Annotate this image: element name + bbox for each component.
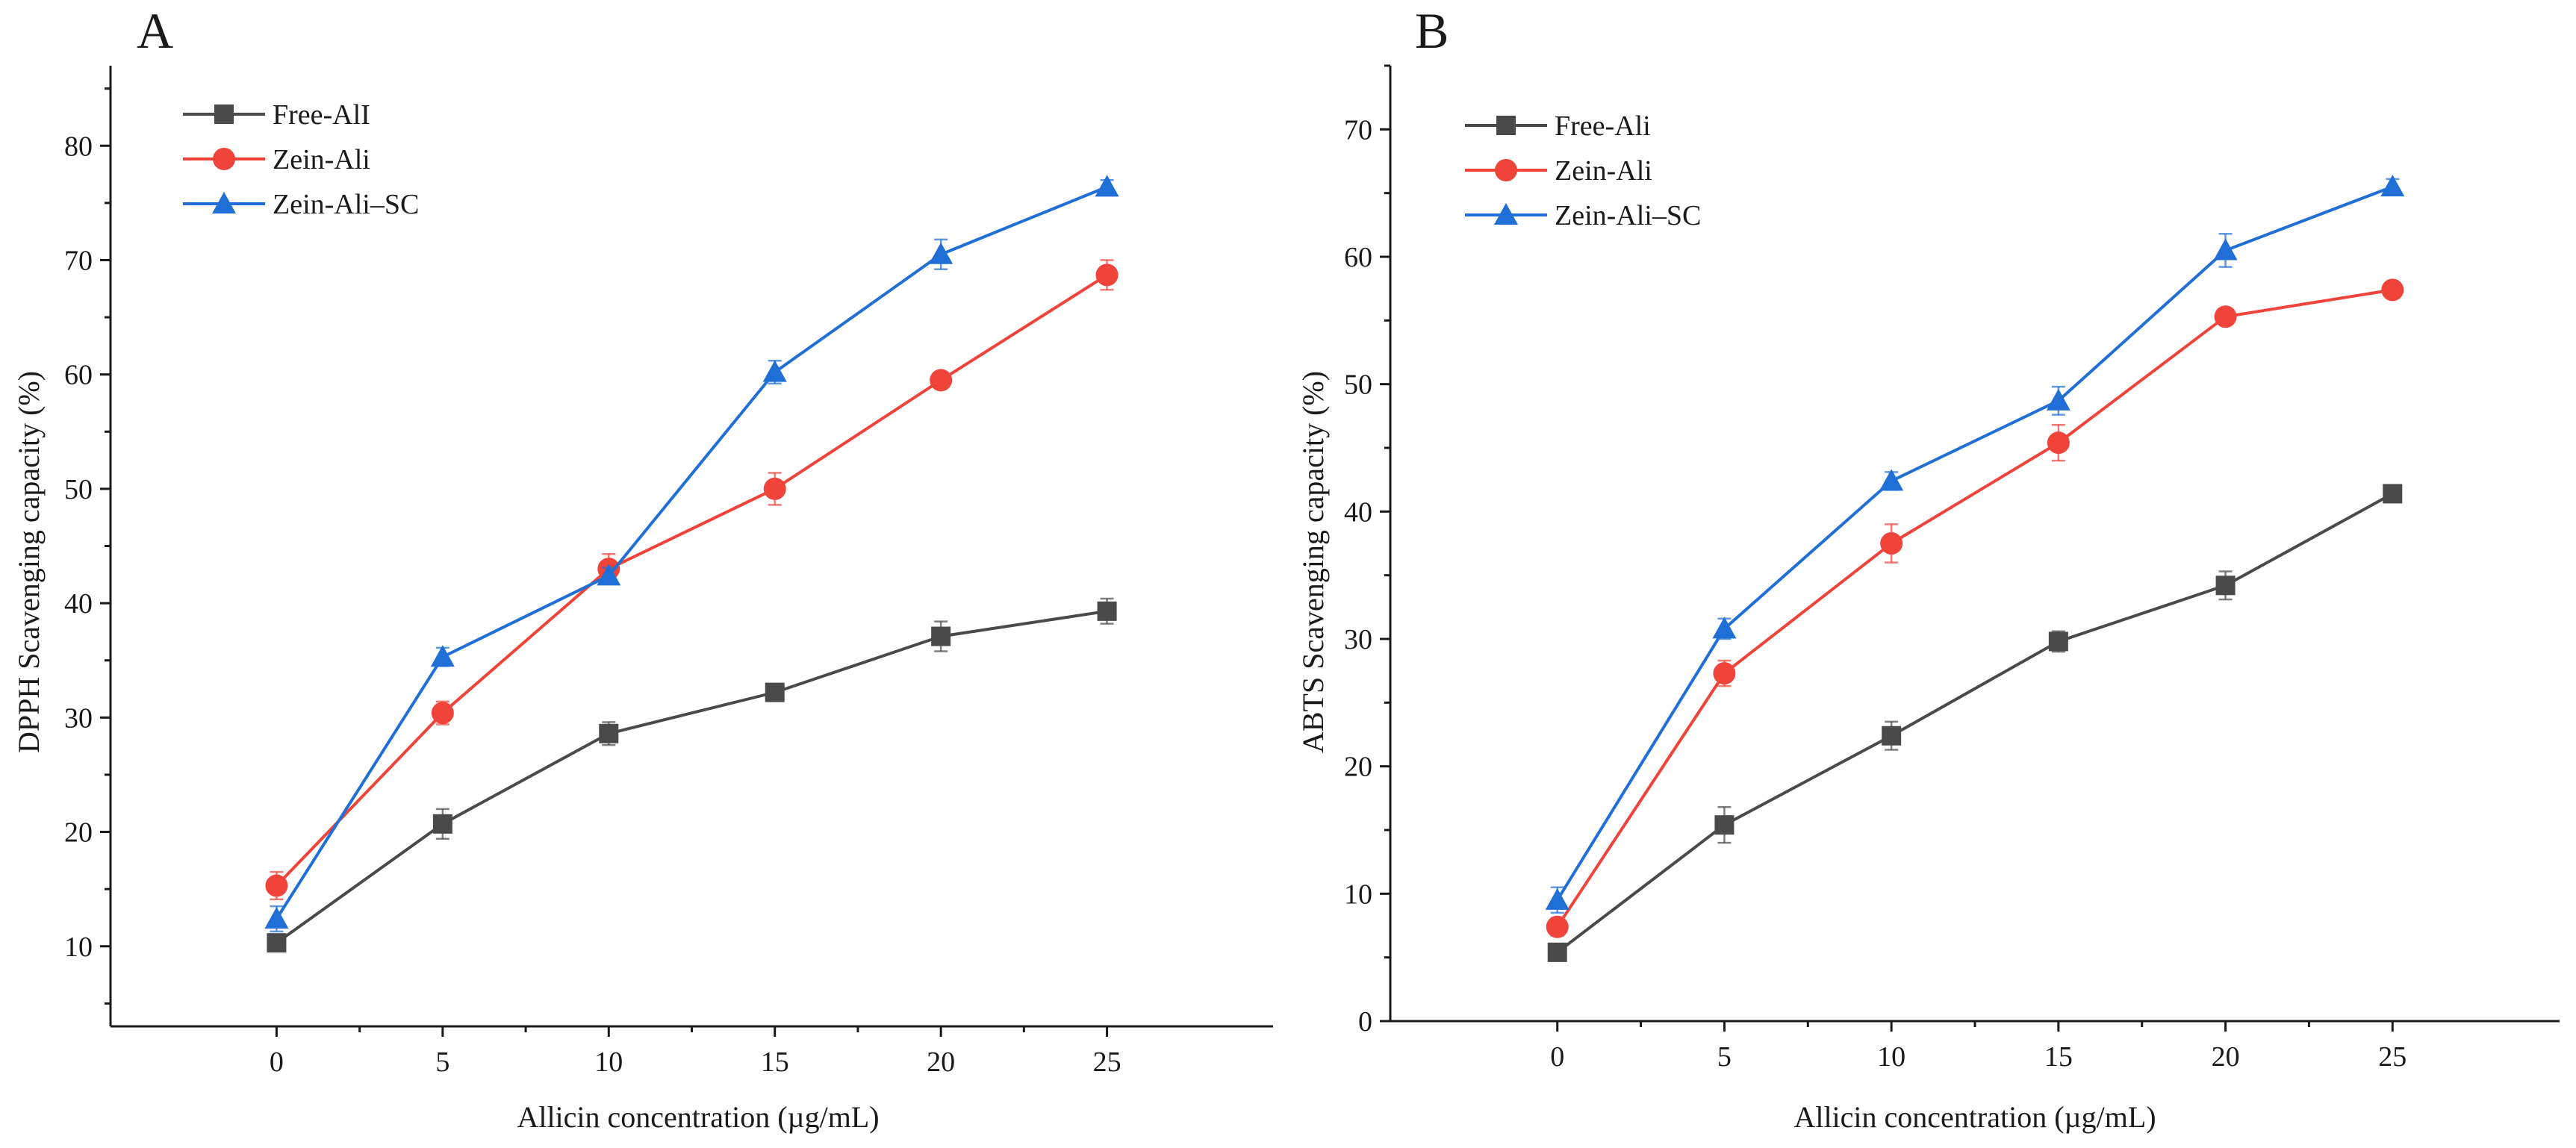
y-tick-label: 50 xyxy=(64,474,93,505)
x-tick-label: 20 xyxy=(2212,1041,2240,1073)
data-point xyxy=(2215,575,2236,596)
data-point xyxy=(1882,726,1902,746)
data-point xyxy=(1712,617,1737,639)
x-tick-label: 15 xyxy=(761,1046,789,1078)
x-tick-label: 15 xyxy=(2044,1041,2073,1073)
x-tick-label: 20 xyxy=(927,1046,955,1078)
data-point xyxy=(597,564,621,586)
y-tick-label: 70 xyxy=(64,245,93,276)
series-line xyxy=(275,185,1108,920)
data-point xyxy=(1714,815,1735,835)
y-tick-label: 30 xyxy=(64,702,93,734)
panel-a: A DPPH Scavenging capacity (%) Allicin c… xyxy=(12,2,1273,1134)
y-tick-label: 10 xyxy=(1344,879,1372,910)
y-tick-label: 60 xyxy=(64,360,93,391)
legend: Free-AlI Zein-Ali Zein-Ali–SC xyxy=(183,99,419,220)
y-tick-label: 70 xyxy=(1344,114,1372,146)
data-point xyxy=(2214,305,2237,328)
legend-marker xyxy=(1495,159,1517,181)
data-point xyxy=(267,933,287,953)
data-point xyxy=(265,874,288,897)
data-point xyxy=(763,477,786,500)
data-point xyxy=(2383,484,2403,504)
y-tick-label: 80 xyxy=(64,131,93,162)
x-axis-title: Allicin concentration (µg/mL) xyxy=(517,1100,879,1134)
series-triangle xyxy=(264,175,1119,933)
data-point xyxy=(2046,388,2071,411)
x-tick-label: 10 xyxy=(1877,1041,1905,1073)
data-point xyxy=(1879,469,1904,491)
legend-label: Zein-Ali xyxy=(273,144,370,175)
x-tick-label: 0 xyxy=(270,1046,284,1078)
x-tick-label: 25 xyxy=(2378,1041,2407,1073)
series-square xyxy=(267,597,1117,953)
data-point xyxy=(930,369,953,392)
y-tick-label: 20 xyxy=(1344,752,1372,783)
legend-label: Free-Ali xyxy=(1555,110,1651,142)
data-point xyxy=(1880,532,1903,555)
y-tick-label: 40 xyxy=(1344,496,1372,528)
legend-label: Zein-Ali–SC xyxy=(1555,200,1701,231)
data-point xyxy=(929,242,953,264)
y-tick-label: 60 xyxy=(1344,242,1372,273)
x-tick-label: 0 xyxy=(1550,1041,1564,1073)
legend-label: Zein-Ali xyxy=(1555,155,1652,187)
data-point xyxy=(1545,887,1569,910)
legend-label: Free-AlI xyxy=(273,99,370,131)
x-axis-title: Allicin concentration (µg/mL) xyxy=(1793,1100,2156,1134)
legend-marker xyxy=(1496,116,1516,135)
series-line xyxy=(275,273,1108,887)
panel-b: B ABTS Scavenging capacity (%) Allicin c… xyxy=(1296,2,2560,1134)
legend-marker xyxy=(212,192,236,213)
series-circle xyxy=(1546,278,2404,938)
legend-label: Zein-Ali–SC xyxy=(273,189,419,220)
data-point xyxy=(2048,631,2068,652)
data-point xyxy=(2380,175,2405,197)
y-tick-label: 20 xyxy=(64,817,93,849)
series-triangle xyxy=(1545,175,2405,914)
data-point xyxy=(2213,238,2238,261)
x-tick-label: 25 xyxy=(1093,1046,1121,1078)
data-point xyxy=(431,702,454,725)
data-point xyxy=(432,814,452,834)
legend: Free-Ali Zein-Ali Zein-Ali–SC xyxy=(1465,110,1701,231)
x-tick-label: 5 xyxy=(435,1046,449,1078)
legend-marker xyxy=(213,148,235,170)
series-line xyxy=(1556,288,2393,928)
data-point xyxy=(1095,175,1119,197)
data-point xyxy=(264,906,289,929)
y-axis-title: DPPH Scavenging capacity (%) xyxy=(12,371,46,753)
data-point xyxy=(931,626,951,646)
y-axis-title: ABTS Scavenging capacity (%) xyxy=(1296,371,1330,753)
y-tick-label: 0 xyxy=(1358,1006,1372,1038)
legend-marker xyxy=(214,104,234,124)
y-tick-label: 10 xyxy=(64,932,93,963)
data-point xyxy=(1713,662,1736,685)
y-tick-label: 50 xyxy=(1344,369,1372,401)
series-line xyxy=(1556,492,2394,954)
data-point xyxy=(1547,942,1567,962)
series-line xyxy=(1556,185,2393,901)
series-line xyxy=(276,609,1107,944)
x-tick-label: 10 xyxy=(594,1046,623,1078)
series-square xyxy=(1547,484,2403,962)
data-point xyxy=(1097,601,1117,621)
panel-letter: B xyxy=(1415,2,1449,59)
y-tick-label: 30 xyxy=(1344,624,1372,655)
data-point xyxy=(1095,263,1119,287)
panel-letter: A xyxy=(137,2,173,59)
legend-marker xyxy=(1494,203,1518,225)
series-circle xyxy=(265,259,1119,901)
data-point xyxy=(599,723,619,743)
data-point xyxy=(765,682,785,702)
data-point xyxy=(430,645,455,667)
y-tick-label: 40 xyxy=(64,588,93,620)
data-point xyxy=(1546,915,1569,938)
data-point xyxy=(2381,278,2404,302)
data-point xyxy=(762,360,787,382)
x-tick-label: 5 xyxy=(1717,1041,1732,1073)
data-point xyxy=(2047,431,2070,455)
